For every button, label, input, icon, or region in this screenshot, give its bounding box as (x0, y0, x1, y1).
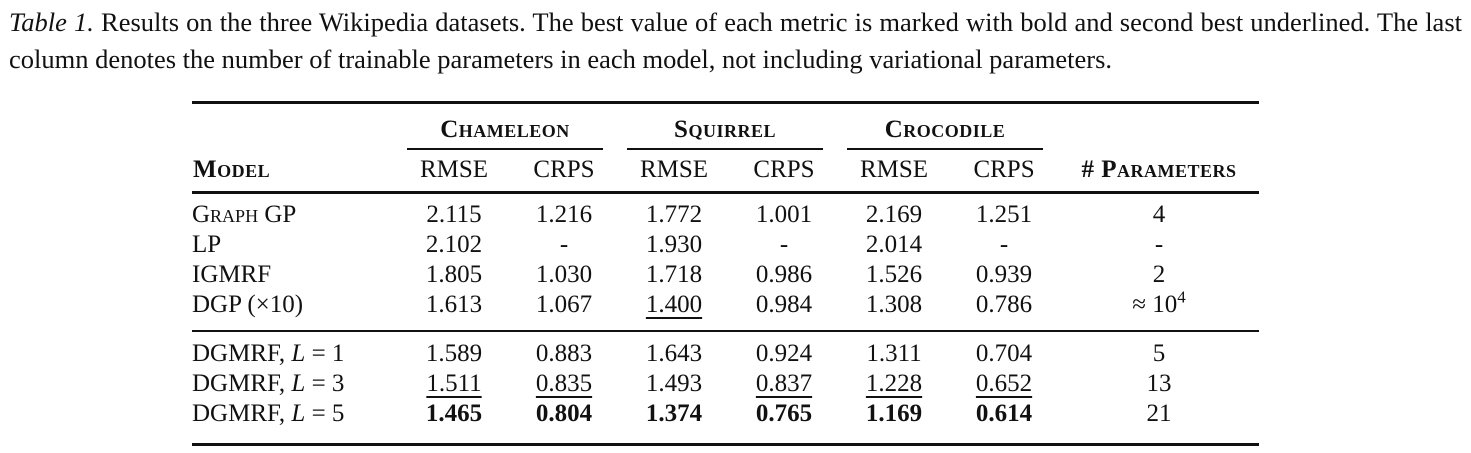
metric-value-cell: 0.835 (535, 370, 593, 397)
parameter-count-cell: 21 (1146, 400, 1172, 427)
col-header-crps: CRPS (509, 149, 619, 194)
parameter-count-cell: ≈ 104 (1059, 287, 1260, 332)
metric-value-cell: 0.984 (729, 291, 840, 332)
metric-value-cell: 1.511 (426, 370, 482, 397)
metric-value-cell: 1.374 (645, 400, 703, 427)
table-row: DGMRF, L = 3 1.511 0.835 1.493 0.837 1.2… (192, 370, 1259, 400)
parameter-count-cell: 13 (1146, 370, 1172, 397)
metric-value-cell: 1.718 (645, 261, 703, 288)
metric-value-cell: - (779, 231, 789, 258)
model-name-cell: DGMRF, L = 1 (192, 340, 345, 367)
parameter-count-cell: 4 (1152, 201, 1166, 228)
table-row: DGMRF, L = 5 1.465 0.804 1.374 0.765 1.1… (192, 400, 1259, 445)
metric-value-cell: 0.986 (755, 261, 813, 288)
metric-value-cell: 1.216 (535, 201, 593, 228)
metric-value-cell: - (559, 231, 569, 258)
metric-value-cell: 0.804 (535, 400, 593, 427)
model-name-cell: DGP (×10) (192, 291, 399, 332)
table-row: Graph GP 2.115 1.216 1.772 1.001 2.169 1… (192, 193, 1259, 232)
table-row: LP 2.102 - 1.930 - 2.014 - - (192, 231, 1259, 261)
col-header-rmse: RMSE (839, 149, 950, 194)
metric-value-cell: 1.169 (865, 400, 923, 427)
metric-value-cell: 0.939 (975, 261, 1033, 288)
col-group-crocodile: Crocodile (839, 103, 1059, 150)
metric-value-cell: 1.526 (865, 261, 923, 288)
metric-value-cell: 1.311 (866, 340, 922, 367)
table-row: DGP (×10) 1.613 1.067 1.400 0.984 1.308 … (192, 287, 1260, 332)
model-name-cell: LP (192, 231, 222, 258)
table-row: IGMRF 1.805 1.030 1.718 0.986 1.526 0.93… (192, 261, 1259, 291)
group-header-row: Model Chameleon Squirrel Crocodile # Par… (192, 102, 1260, 194)
metric-value-cell: 0.652 (975, 370, 1033, 397)
table-caption: Table 1. Results on the three Wikipedia … (9, 4, 1462, 78)
metric-value-cell: 1.228 (865, 370, 923, 397)
metric-value-cell: 1.030 (535, 261, 593, 288)
col-header-rmse: RMSE (399, 149, 509, 194)
metric-value-cell: - (999, 231, 1009, 258)
metric-value-cell: 1.613 (399, 291, 509, 332)
results-table: Model Chameleon Squirrel Crocodile # Par… (192, 101, 1260, 446)
model-name-cell: DGMRF, L = 5 (192, 400, 345, 427)
metric-value-cell: 1.465 (425, 400, 483, 427)
model-name-cell: IGMRF (192, 261, 272, 288)
metric-value-cell: 1.001 (755, 201, 813, 228)
model-name-cell: DGMRF, L = 3 (192, 370, 345, 397)
metric-value-cell: 2.014 (865, 231, 923, 258)
metric-value-cell: 0.883 (535, 340, 593, 367)
metric-value-cell: 1.493 (645, 370, 703, 397)
metric-header-row: RMSE CRPS RMSE CRPS RMSE CRPS (192, 149, 1259, 194)
col-header-parameters: # Parameters (1059, 102, 1260, 194)
metric-value-cell: 0.786 (949, 291, 1060, 332)
results-table-container: Model Chameleon Squirrel Crocodile # Par… (192, 101, 1260, 446)
caption-text: Results on the three Wikipedia datasets.… (9, 7, 1462, 74)
metric-value-cell: 1.067 (509, 291, 619, 332)
col-header-rmse: RMSE (619, 149, 729, 194)
metric-value-cell: 0.924 (755, 340, 813, 367)
col-header-crps: CRPS (949, 149, 1060, 194)
metric-value-cell: 1.251 (975, 201, 1033, 228)
metric-value-cell: 1.308 (839, 291, 950, 332)
metric-value-cell: 1.400 (619, 291, 729, 332)
model-name-cell: Graph GP (192, 201, 297, 228)
metric-value-cell: 0.837 (755, 370, 813, 397)
col-header-model: Model (192, 102, 399, 194)
superscript-exponent: 4 (1177, 287, 1186, 307)
col-group-squirrel: Squirrel (619, 103, 839, 150)
metric-value-cell: 1.930 (645, 231, 703, 258)
metric-value-cell: 0.614 (975, 400, 1033, 427)
metric-value-cell: 2.102 (425, 231, 483, 258)
metric-value-cell: 0.765 (755, 400, 813, 427)
metric-value-cell: 1.643 (645, 340, 703, 367)
metric-value-cell: 2.169 (865, 201, 923, 228)
metric-value-cell: 1.805 (425, 261, 483, 288)
parameter-count-cell: 5 (1152, 340, 1166, 367)
metric-value-cell: 1.772 (645, 201, 703, 228)
metric-value-cell: 2.115 (426, 201, 482, 228)
table-row: DGMRF, L = 1 1.589 0.883 1.643 0.924 1.3… (192, 331, 1259, 370)
caption-label: Table 1. (9, 7, 94, 37)
metric-value-cell: 1.589 (425, 340, 483, 367)
parameter-count-cell: 2 (1152, 261, 1166, 288)
col-header-crps: CRPS (729, 149, 840, 194)
col-group-chameleon: Chameleon (399, 103, 619, 150)
metric-value-cell: 0.704 (975, 340, 1033, 367)
parameter-count-cell: - (1154, 231, 1164, 258)
